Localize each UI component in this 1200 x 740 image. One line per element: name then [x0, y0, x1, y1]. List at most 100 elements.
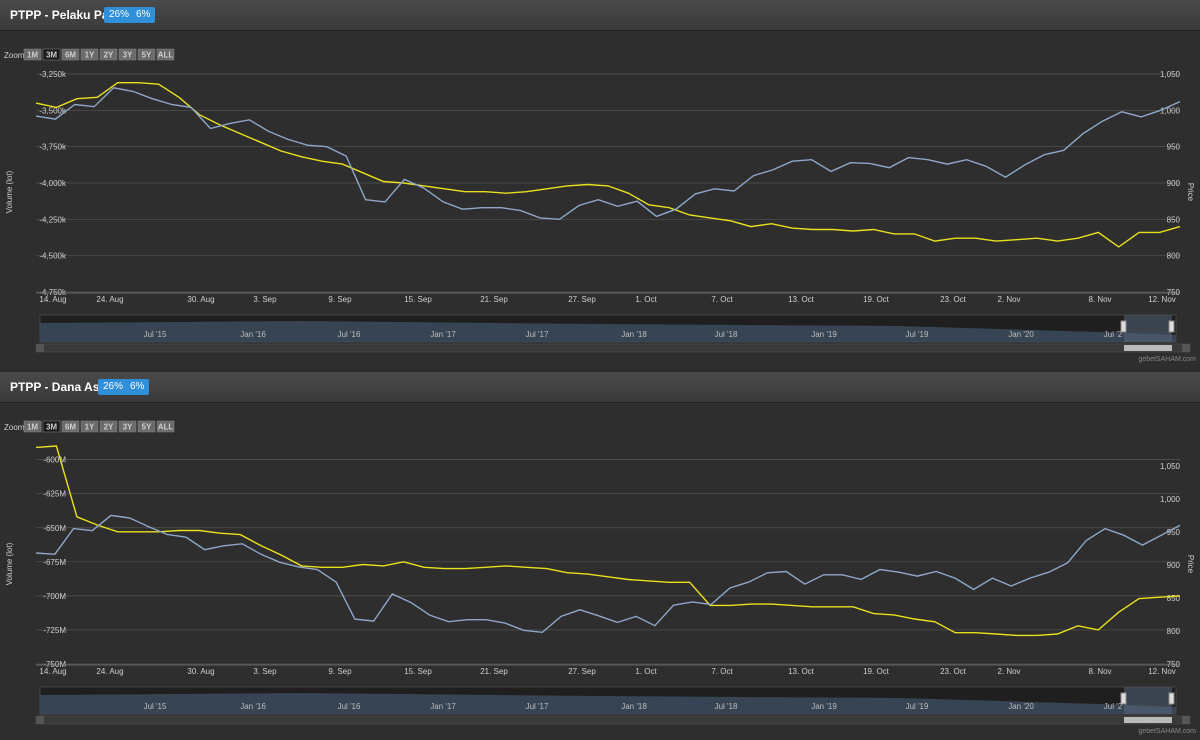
zoom-button-label[interactable]: ALL — [158, 51, 174, 60]
volume-price-chart: Zoom 1M 3M 6M 1Y 2Y 3Y 5Y ALL -3,250k -3,500k -3,75… — [4, 48, 1196, 363]
zoom-button-label[interactable]: 2Y — [104, 51, 114, 60]
zoom-button-bg[interactable] — [156, 420, 175, 433]
x-tick-label: 15. Sep — [404, 295, 432, 304]
zoom-button-5y[interactable]: 5Y — [137, 48, 156, 61]
panel-title: PTPP - Dana Asing — [10, 380, 118, 394]
zoom-button-5y[interactable]: 5Y — [137, 420, 156, 433]
zoom-button-label[interactable]: 3M — [46, 423, 57, 432]
zoom-button-label[interactable]: 2Y — [104, 423, 114, 432]
zoom-button-label[interactable]: 6M — [65, 51, 76, 60]
y-right-tick-label: 1,000 — [1160, 106, 1181, 115]
navigator-handle-left[interactable] — [1120, 320, 1127, 333]
navigator-tick-label: Jan '20 — [1008, 702, 1034, 711]
zoom-button-bg[interactable] — [23, 420, 42, 433]
zoom-button-label[interactable]: 1M — [27, 423, 38, 432]
zoom-button-label[interactable]: 1M — [27, 51, 38, 60]
scrollbar-left-arrow[interactable] — [36, 716, 44, 724]
zoom-button-label[interactable]: 1Y — [85, 51, 95, 60]
scrollbar-right-arrow[interactable] — [1182, 344, 1190, 352]
x-tick-label: 21. Sep — [480, 667, 508, 676]
x-tick-label: 27. Sep — [568, 295, 596, 304]
zoom-button-1m[interactable]: 1M — [23, 420, 42, 433]
zoom-button-label[interactable]: 3Y — [123, 423, 133, 432]
navigator[interactable]: Jul '15 Jan '16 Jul '16 Jan '17 Jul '17 Jan '… — [39, 686, 1177, 715]
x-tick-label: 3. Sep — [253, 667, 277, 676]
y-right-tick-label: 1,050 — [1160, 462, 1181, 471]
zoom-button-3m[interactable]: 3M — [42, 48, 61, 61]
navigator-tick-label: Jan '18 — [621, 330, 647, 339]
zoom-button-1y[interactable]: 1Y — [80, 48, 99, 61]
x-tick-label: 19. Oct — [863, 295, 890, 304]
x-tick-label: 30. Aug — [187, 295, 214, 304]
x-tick-label: 7. Oct — [711, 295, 733, 304]
navigator-handle-left[interactable] — [1120, 692, 1127, 705]
navigator-selection[interactable] — [1124, 315, 1172, 342]
zoom-button-1m[interactable]: 1M — [23, 48, 42, 61]
badge-percent-1[interactable]: 26% — [104, 7, 135, 23]
scrollbar-left-arrow[interactable] — [36, 344, 44, 352]
zoom-button-bg[interactable] — [80, 420, 99, 433]
zoom-button-bg[interactable] — [42, 420, 61, 433]
y-left-tick-label: -625M — [43, 490, 66, 499]
zoom-button-label[interactable]: 6M — [65, 423, 76, 432]
zoom-button-6m[interactable]: 6M — [61, 420, 80, 433]
navigator-tick-label: Jul '16 — [338, 330, 361, 339]
badge-percent-1[interactable]: 26% — [98, 379, 129, 395]
zoom-button-3m[interactable]: 3M — [42, 420, 61, 433]
zoom-button-bg[interactable] — [118, 420, 137, 433]
zoom-button-3y[interactable]: 3Y — [118, 48, 137, 61]
y-right-tick-label: 1,000 — [1160, 495, 1181, 504]
zoom-button-bg[interactable] — [99, 48, 118, 61]
zoom-button-label[interactable]: ALL — [158, 423, 174, 432]
x-tick-label: 19. Oct — [863, 667, 890, 676]
zoom-button-label[interactable]: 1Y — [85, 423, 95, 432]
scrollbar-track[interactable] — [35, 715, 1191, 725]
zoom-button-bg[interactable] — [137, 420, 156, 433]
y-left-tick-label: -700M — [43, 592, 66, 601]
zoom-button-label[interactable]: 3Y — [123, 51, 133, 60]
navigator-handle-right[interactable] — [1168, 692, 1175, 705]
scrollbar-right-arrow[interactable] — [1182, 716, 1190, 724]
zoom-button-label[interactable]: 3M — [46, 51, 57, 60]
zoom-button-label[interactable]: 5Y — [142, 51, 152, 60]
zoom-button-1y[interactable]: 1Y — [80, 420, 99, 433]
zoom-label: Zoom — [4, 51, 25, 60]
credit-label: gebetSAHAM.com — [1138, 356, 1196, 363]
zoom-button-2y[interactable]: 2Y — [99, 420, 118, 433]
navigator-tick-label: Jan '19 — [811, 702, 837, 711]
scrollbar-thumb[interactable] — [1124, 345, 1172, 351]
zoom-button-label[interactable]: 5Y — [142, 423, 152, 432]
zoom-button-bg[interactable] — [42, 48, 61, 61]
scrollbar-track[interactable] — [35, 343, 1191, 353]
y-right-tick-label: 750 — [1167, 288, 1181, 297]
navigator-handle-right[interactable] — [1168, 320, 1175, 333]
x-tick-label: 27. Sep — [568, 667, 596, 676]
zoom-button-bg[interactable] — [118, 48, 137, 61]
navigator-selection[interactable] — [1124, 687, 1172, 714]
zoom-button-6m[interactable]: 6M — [61, 48, 80, 61]
x-tick-label: 23. Oct — [940, 667, 967, 676]
x-tick-label: 14. Aug — [39, 667, 66, 676]
zoom-button-bg[interactable] — [23, 48, 42, 61]
x-tick-label: 12. Nov — [1148, 667, 1176, 676]
x-tick-label: 8. Nov — [1088, 667, 1111, 676]
y-left-tick-label: -675M — [43, 558, 66, 567]
zoom-button-bg[interactable] — [80, 48, 99, 61]
scrollbar-thumb[interactable] — [1124, 717, 1172, 723]
y-right-axis-title: Price — [1186, 555, 1195, 574]
zoom-button-bg[interactable] — [61, 420, 80, 433]
zoom-button-bg[interactable] — [156, 48, 175, 61]
x-tick-label: 1. Oct — [635, 667, 657, 676]
navigator[interactable]: Jul '15 Jan '16 Jul '16 Jan '17 Jul '17 Jan '… — [39, 314, 1177, 343]
zoom-button-bg[interactable] — [61, 48, 80, 61]
navigator-tick-label: Jan '17 — [430, 330, 456, 339]
zoom-button-all[interactable]: ALL — [156, 48, 175, 61]
zoom-button-2y[interactable]: 2Y — [99, 48, 118, 61]
x-tick-label: 30. Aug — [187, 667, 214, 676]
zoom-button-bg[interactable] — [99, 420, 118, 433]
zoom-button-3y[interactable]: 3Y — [118, 420, 137, 433]
badge-percent-2[interactable]: 6% — [131, 7, 156, 23]
zoom-button-all[interactable]: ALL — [156, 420, 175, 433]
zoom-button-bg[interactable] — [137, 48, 156, 61]
badge-percent-2[interactable]: 6% — [125, 379, 150, 395]
